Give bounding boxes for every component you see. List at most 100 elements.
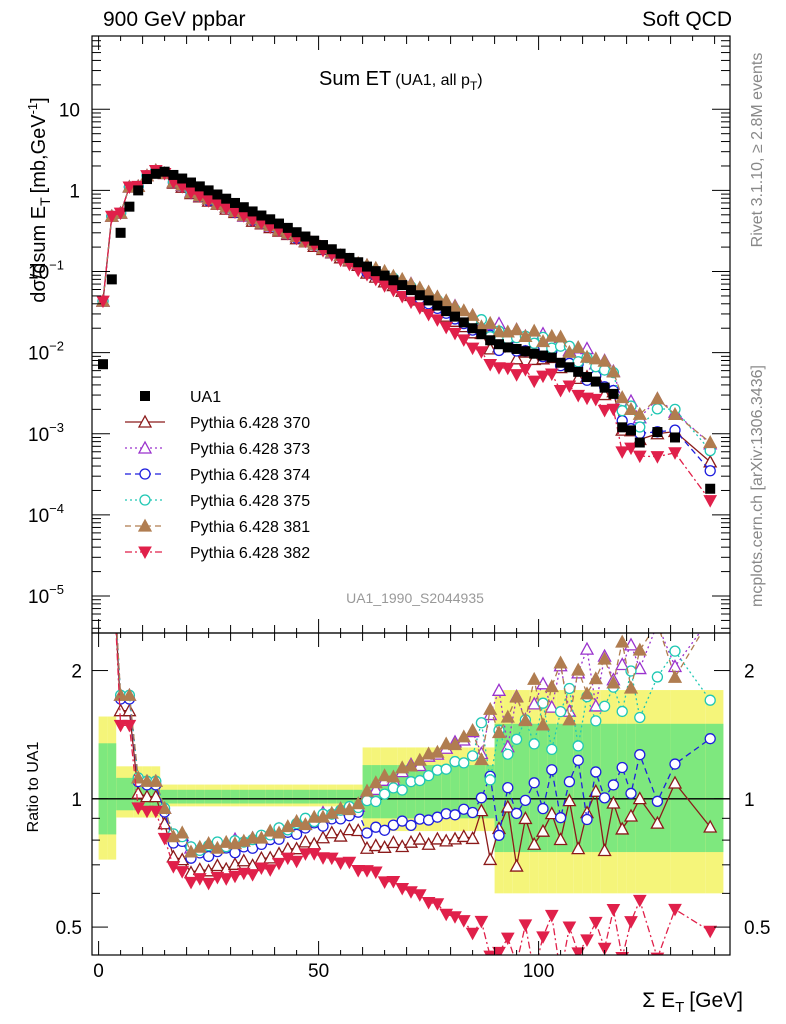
uncertainty-band-green [257,789,266,804]
ratio-point [500,799,515,813]
ratio-point [396,815,408,827]
ratio-point [493,829,505,841]
ratio-point [386,875,401,889]
uncertainty-band-green [283,789,293,804]
data-point [608,388,619,399]
ratio-point [113,687,128,701]
ratio-point [148,773,163,787]
ratio-point [254,830,269,844]
ratio-point [598,700,611,712]
uncertainty-band-green [415,765,425,819]
y-tick-label: 10−1 [28,258,64,284]
mc-point [509,369,524,382]
mc-point [650,391,665,405]
ratio-point [370,795,382,808]
legend-label: Pythia 6.428 373 [190,441,310,458]
ratio-point [298,834,313,848]
ratio-point [97,536,109,547]
data-point [370,266,381,277]
ratio-point [219,834,234,848]
data-point [423,295,434,306]
ratio-point [474,752,489,766]
legend-label: Pythia 6.428 382 [190,545,310,562]
data-point [458,317,469,328]
ratio-point [553,832,568,846]
mc-point [597,353,612,367]
uncertainty-band-green [433,765,442,819]
legend-marker [137,440,153,454]
x-tick-label: 50 [308,961,329,982]
ratio-point [624,916,638,929]
ratio-point [324,825,339,839]
ratio-point [607,779,620,791]
y-tick-label: 10−2 [28,339,64,365]
ratio-point [615,821,630,835]
ratio-point [579,641,595,655]
ratio-point [509,689,524,703]
ratio-point [377,768,392,782]
ratio-point [606,675,621,689]
ratio-point [616,705,628,718]
data-point [159,166,170,177]
data-point [194,181,205,192]
uncertainty-band-green [653,723,671,853]
mc-point [553,329,568,343]
ratio-point [571,841,586,855]
uncertainty-band-green [494,723,504,853]
rivet-label: Rivet 3.1.10, ≥ 2.8M events [749,53,766,248]
legend: UA1 Pythia 6.428 370 Pythia 6.428 373 Pythi… [125,389,310,562]
analysis-tag: UA1_1990_S2044935 [346,590,484,606]
ratio-point [668,903,682,917]
ratio-point [651,795,664,807]
ratio-point [528,777,540,789]
uncertainty-band-green [125,777,134,811]
data-point [670,432,680,443]
mc-point [527,375,542,389]
uncertainty-band-green [230,789,240,804]
uncertainty-band-green [345,789,354,804]
uncertainty-band-green [195,789,205,804]
uncertainty-band-green [186,789,196,804]
mc-point [474,346,489,359]
uncertainty-band-green [512,723,521,853]
ratio-point [465,831,480,845]
ratio-point [527,671,542,685]
ratio-plot-frame [91,632,731,956]
ratio-point [632,661,647,675]
legend-marker [137,518,153,532]
data-point [124,201,135,212]
data-point [168,169,179,180]
y-tick-label-exp: −4 [49,501,64,516]
ratio-point [588,698,603,712]
ratio-point [572,754,584,766]
ratio-point [590,766,602,778]
y-tick-label-exp: −2 [49,339,64,354]
ratio-point [307,809,322,823]
ratio-point [555,970,567,981]
mc-point [448,327,462,341]
data-point [582,372,592,383]
ratio-point [483,701,498,715]
uncertainty-band-green [565,723,574,853]
ratio-point [553,655,568,669]
y-tick-label-exp: −5 [49,582,64,597]
ratio-point [184,876,198,890]
ratio-point [510,733,523,745]
mc-point [651,403,664,415]
mc-point [703,495,718,508]
ratio-point [465,927,480,941]
mc-point [650,451,665,464]
ratio-point [316,852,330,865]
y-tick-label: 1 [69,181,80,202]
ratio-point [703,819,718,833]
data-point [326,244,337,255]
ratio-point [351,865,366,878]
uncertainty-band-green [538,723,548,853]
mc-point [412,302,427,315]
ratio-point [580,934,594,947]
ratio-point [271,825,287,839]
ratio-point [544,909,559,923]
ratio-point [518,919,533,932]
ratio-point [634,749,646,761]
ratio-point [650,815,665,829]
